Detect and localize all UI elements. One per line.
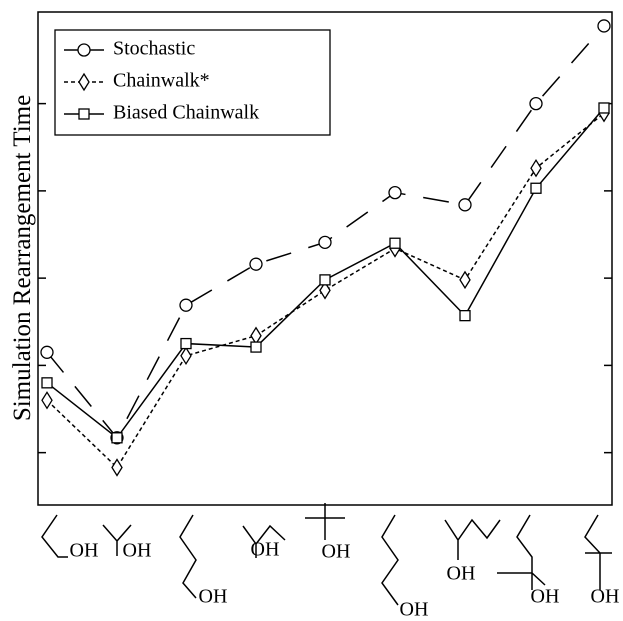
marker (180, 337, 192, 350)
marker (41, 391, 53, 410)
x-tick-label: OH (531, 586, 560, 608)
molecule (584, 514, 612, 590)
molecule (497, 514, 546, 590)
x-tick-label: OH (400, 599, 429, 621)
marker (179, 298, 193, 312)
marker (180, 346, 192, 366)
marker (458, 198, 472, 212)
x-tick-label: OH (447, 563, 476, 585)
marker (459, 270, 471, 290)
marker (111, 432, 123, 444)
marker (388, 185, 402, 200)
marker (250, 326, 262, 345)
series-line (46, 107, 605, 439)
marker (459, 310, 471, 322)
marker (319, 281, 331, 300)
legend: Stochastic Chainwalk* Biased Chainwalk (54, 29, 331, 136)
marker (250, 341, 262, 353)
legend-marker (78, 72, 90, 92)
x-tick-label: OH (322, 541, 351, 563)
marker (597, 19, 611, 33)
molecule (41, 514, 68, 558)
marker (530, 182, 542, 194)
marker (530, 158, 542, 178)
molecule (179, 514, 197, 599)
x-tick-label: OH (251, 539, 280, 561)
plot-frame (37, 11, 613, 506)
marker (111, 458, 123, 477)
legend-marker (78, 108, 90, 120)
x-tick-label: OH (591, 586, 620, 608)
molecule (381, 514, 399, 606)
marker (598, 102, 610, 114)
marker (529, 96, 543, 111)
marker (319, 274, 331, 286)
legend-label: Stochastic (113, 38, 195, 60)
marker (249, 257, 263, 271)
molecule (242, 524, 286, 558)
series-line (46, 112, 605, 469)
molecules (41, 503, 612, 606)
molecule (102, 524, 132, 556)
y-axis-label: Simulation Rearrangement Time (9, 95, 36, 421)
marker (318, 235, 332, 250)
marker (41, 377, 53, 389)
marker (40, 345, 54, 359)
x-tick-label: OH (70, 540, 99, 562)
x-tick-label: OH (123, 540, 152, 562)
molecule (305, 503, 345, 540)
legend-label: Chainwalk* (113, 70, 210, 92)
molecule (444, 518, 501, 560)
legend-marker (77, 43, 91, 57)
x-tick-label: OH (199, 586, 228, 608)
legend-label: Biased Chainwalk (113, 102, 259, 124)
marker (389, 237, 401, 249)
